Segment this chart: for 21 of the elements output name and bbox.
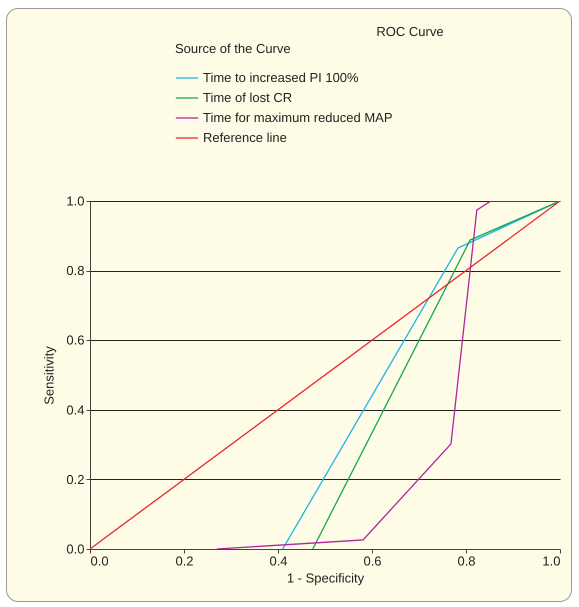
chart-title: ROC Curve — [376, 24, 444, 39]
y-tick-label: 1.0 — [66, 194, 84, 208]
x-tick-label: 0.4 — [269, 554, 288, 568]
legend-title: Source of the Curve — [175, 41, 291, 56]
y-tick-label: 0.0 — [66, 542, 84, 556]
x-tick-label: 0.2 — [175, 554, 194, 568]
x-tick-label: 0.8 — [457, 554, 476, 568]
x-tick-label: 0.6 — [363, 554, 382, 568]
y-tick-label: 0.2 — [66, 472, 84, 487]
legend-label: Time to increased PI 100% — [203, 70, 360, 85]
line-series — [216, 201, 560, 549]
x-tick-label: 0.0 — [90, 554, 109, 568]
legend-label: Reference line — [203, 130, 287, 145]
x-axis-title: 1 - Specificity — [286, 570, 365, 586]
x-tick-label: 1.0 — [542, 554, 560, 568]
legend-label: Time of lost CR — [203, 90, 292, 105]
legend-label: Time for maximum reduced MAP — [203, 110, 393, 125]
y-tick-label: 0.8 — [66, 263, 84, 278]
y-tick-label: 0.6 — [66, 332, 84, 348]
y-tick-label: 0.4 — [66, 402, 84, 418]
y-axis-title: Sensitivity — [41, 346, 56, 405]
